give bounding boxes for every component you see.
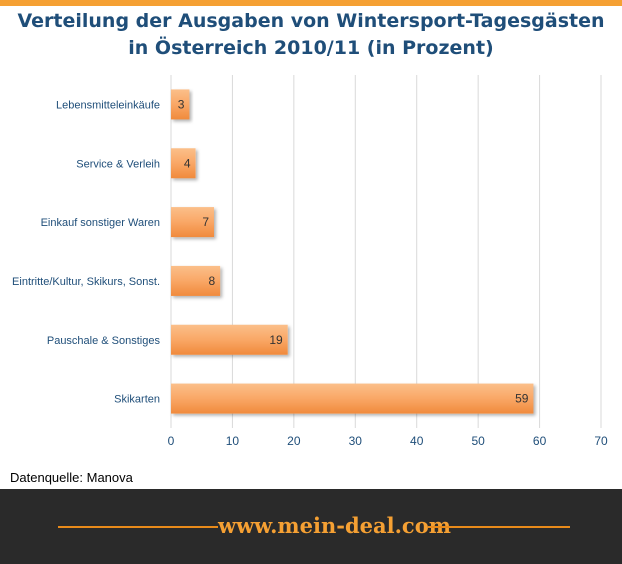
bar-value-label: 59 bbox=[515, 392, 529, 406]
x-tick-label: 50 bbox=[471, 434, 485, 448]
category-label: Eintritte/Kultur, Skikurs, Sonst. bbox=[12, 276, 160, 288]
x-tick-label: 70 bbox=[594, 434, 608, 448]
data-source-note: Datenquelle: Manova bbox=[10, 470, 133, 485]
footer-line-right bbox=[428, 526, 570, 528]
footer-site-link[interactable]: www.mein-deal.com bbox=[218, 513, 451, 538]
bar-value-label: 19 bbox=[269, 333, 283, 347]
footer-line-left bbox=[58, 526, 218, 528]
category-labels: Lebensmitteleinkäufe Service & Verleih Ein… bbox=[12, 99, 160, 405]
bar bbox=[171, 89, 190, 120]
bar-value-label: 3 bbox=[178, 97, 185, 111]
chart-title: Verteilung der Ausgaben von Wintersport-… bbox=[17, 10, 605, 32]
bar bbox=[171, 148, 196, 179]
bar bbox=[171, 207, 214, 238]
bar-value-label: 7 bbox=[202, 215, 209, 229]
top-accent-bar bbox=[0, 0, 622, 6]
category-label: Einkauf sonstiger Waren bbox=[41, 217, 160, 229]
bars-group: 3 4 7 8 19 59 bbox=[171, 89, 534, 414]
x-tick-label: 0 bbox=[168, 434, 175, 448]
bar bbox=[171, 265, 221, 296]
bar-chart: 3 4 7 8 19 59 Lebensmitteleinkäufe Service & V… bbox=[12, 75, 608, 448]
x-tick-label: 20 bbox=[287, 434, 301, 448]
bar-value-label: 8 bbox=[208, 274, 215, 288]
x-tick-label: 10 bbox=[226, 434, 240, 448]
category-label: Service & Verleih bbox=[76, 158, 160, 170]
category-label: Skikarten bbox=[114, 394, 160, 406]
chart-title-block: Verteilung der Ausgaben von Wintersport-… bbox=[0, 8, 622, 62]
x-tick-label: 40 bbox=[410, 434, 424, 448]
x-tick-label: 30 bbox=[349, 434, 363, 448]
bar bbox=[171, 383, 534, 414]
x-tick-label: 60 bbox=[533, 434, 547, 448]
category-label: Pauschale & Sonstiges bbox=[47, 335, 161, 347]
footer-banner: www.mein-deal.com bbox=[0, 489, 622, 564]
bar-value-label: 4 bbox=[184, 156, 191, 170]
x-axis-ticks: 0 10 20 30 40 50 60 70 bbox=[168, 434, 608, 448]
bar bbox=[171, 324, 288, 355]
grid-lines bbox=[170, 75, 602, 428]
chart-subtitle: in Österreich 2010/11 (in Prozent) bbox=[128, 37, 494, 59]
category-label: Lebensmitteleinkäufe bbox=[56, 99, 160, 111]
